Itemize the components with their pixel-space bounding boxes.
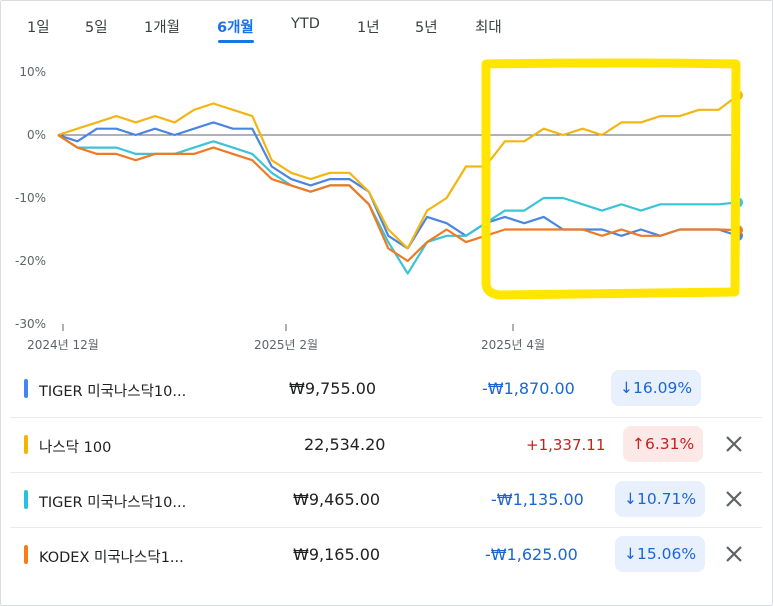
arrow-down-icon: ↓ xyxy=(624,490,637,508)
x-tick-label: 2024년 12월 xyxy=(27,338,99,352)
highlight-box xyxy=(481,58,741,300)
tab-5d[interactable]: 5일 xyxy=(85,20,108,36)
price-change: -₩1,625.00 xyxy=(485,545,578,564)
arrow-down-icon: ↓ xyxy=(624,545,637,563)
series-color-swatch xyxy=(24,545,28,564)
x-axis: 2024년 12월 2025년 2월 2025년 4월 xyxy=(27,324,545,352)
list-item[interactable]: TIGER 미국나스닥10... ₩9,465.00 -₩1,135.00 ↓1… xyxy=(10,472,762,527)
tab-1y[interactable]: 1년 xyxy=(357,20,380,36)
series-color-swatch xyxy=(24,379,28,398)
active-tab-indicator xyxy=(218,40,254,43)
list-item[interactable]: KODEX 미국나스닥1... ₩9,165.00 -₩1,625.00 ↓15… xyxy=(10,527,762,582)
price: ₩9,165.00 xyxy=(293,545,381,564)
percent-value: 6.31% xyxy=(645,435,695,453)
close-icon[interactable] xyxy=(722,432,746,456)
percent-change-badge: ↓15.06% xyxy=(615,536,706,572)
series-color-swatch xyxy=(24,435,28,454)
x-tick-label: 2025년 2월 xyxy=(254,338,318,352)
price: ₩9,755.00 xyxy=(289,379,377,398)
close-icon[interactable] xyxy=(722,487,746,511)
security-name: TIGER 미국나스닥10... xyxy=(39,495,187,511)
tab-6m[interactable]: 6개월 xyxy=(217,20,254,36)
list-item[interactable]: 나스닥 100 22,534.20 +1,337.11 ↑6.31% xyxy=(10,417,762,472)
list-item[interactable]: TIGER 미국나스닥10... ₩9,755.00 -₩1,870.00 ↓1… xyxy=(10,362,762,416)
price: 22,534.20 xyxy=(304,435,386,454)
series-line-2 xyxy=(57,134,739,275)
percent-change-badge: ↑6.31% xyxy=(623,426,704,462)
comparison-chart[interactable]: 10% 0% -10% -20% -30% 2024년 12월 2025년 2월 2025년… xyxy=(0,52,773,362)
y-tick-label: -10% xyxy=(15,191,46,205)
tab-1d[interactable]: 1일 xyxy=(27,20,50,36)
chart-series xyxy=(57,94,739,275)
close-icon[interactable] xyxy=(722,542,746,566)
arrow-down-icon: ↓ xyxy=(620,379,633,397)
security-name: 나스닥 100 xyxy=(39,440,112,456)
series-color-swatch xyxy=(24,490,28,509)
price-change: -₩1,135.00 xyxy=(491,490,584,509)
range-tabs: 1일 5일 1개월 6개월 YTD 1년 5년 최대 xyxy=(0,0,773,48)
tab-ytd[interactable]: YTD xyxy=(291,16,320,32)
tab-1m[interactable]: 1개월 xyxy=(144,20,180,36)
percent-value: 10.71% xyxy=(637,490,697,508)
security-name: KODEX 미국나스닥1... xyxy=(39,550,184,566)
y-tick-label: -30% xyxy=(15,317,46,331)
percent-change-badge: ↓10.71% xyxy=(615,481,706,517)
price-change: -₩1,870.00 xyxy=(482,379,575,398)
highlight-annotation xyxy=(481,58,741,300)
arrow-up-icon: ↑ xyxy=(632,435,645,453)
y-tick-label: -20% xyxy=(15,254,46,268)
y-tick-label: 10% xyxy=(19,65,46,79)
series-line-1 xyxy=(57,94,739,250)
x-tick-label: 2025년 4월 xyxy=(481,338,545,352)
tab-5y[interactable]: 5년 xyxy=(415,20,438,36)
series-line-0 xyxy=(57,121,739,250)
security-name: TIGER 미국나스닥10... xyxy=(39,384,187,400)
y-axis: 10% 0% -10% -20% -30% xyxy=(15,65,46,331)
series-line-3 xyxy=(57,134,739,263)
y-tick-label: 0% xyxy=(27,128,46,142)
tab-max[interactable]: 최대 xyxy=(475,20,502,36)
price: ₩9,465.00 xyxy=(293,490,381,509)
percent-change-badge: ↓16.09% xyxy=(611,370,702,406)
percent-value: 16.09% xyxy=(633,379,693,397)
percent-value: 15.06% xyxy=(637,545,697,563)
price-change: +1,337.11 xyxy=(526,436,606,454)
